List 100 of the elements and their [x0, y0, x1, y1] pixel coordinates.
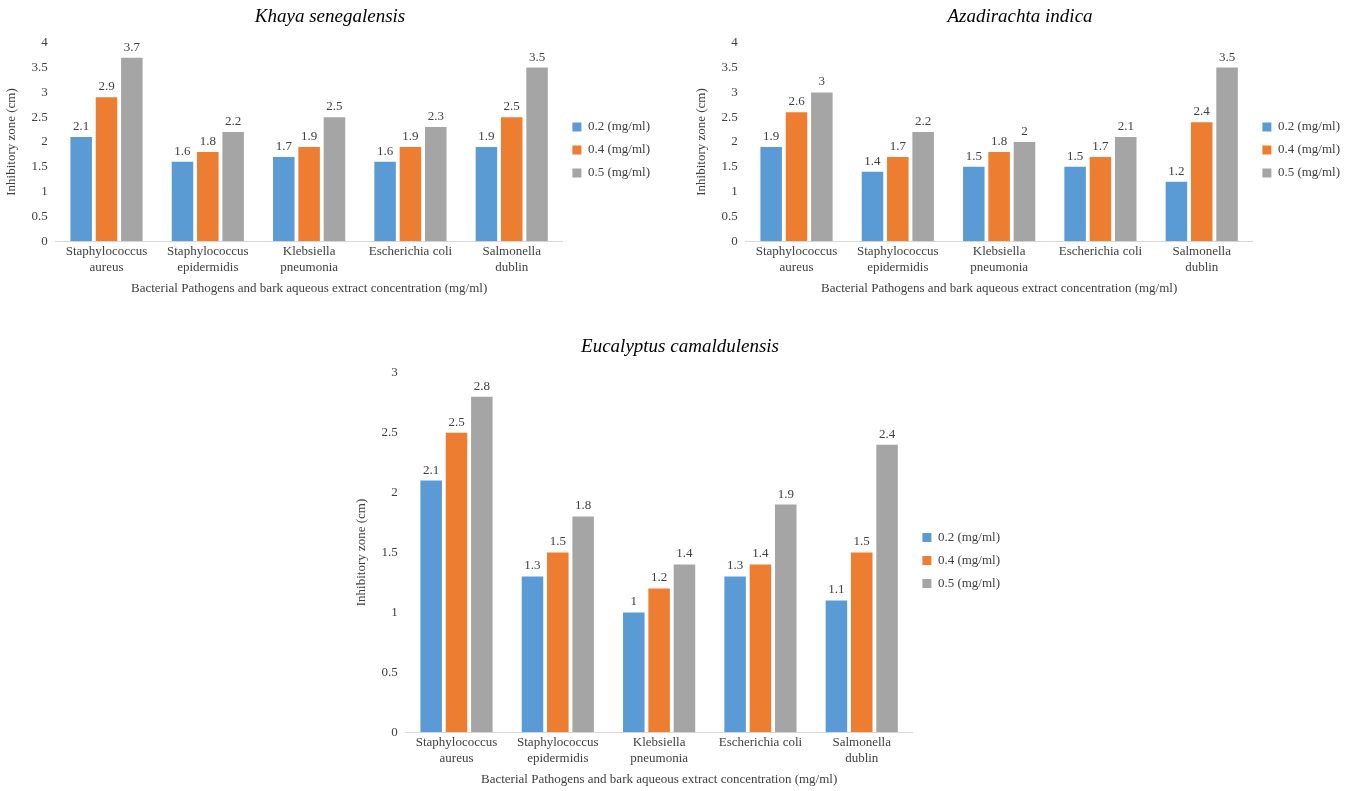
- y-tick-label: 0: [731, 232, 738, 248]
- legend-label: 0.2 (mg/ml): [937, 528, 1000, 544]
- x-tick-label: Escherichia coli: [368, 243, 453, 259]
- x-tick-label: Staphylococcus aureus: [65, 243, 148, 275]
- data-label: 1.7: [275, 137, 293, 153]
- data-label: 1.9: [478, 127, 495, 143]
- bar: [876, 444, 898, 733]
- x-tick-label: Salmonella dublin: [1172, 243, 1232, 275]
- x-tick-label: Klebsiella pneumonia: [280, 243, 339, 275]
- data-label: 1.7: [1092, 137, 1110, 153]
- bar: [521, 576, 544, 733]
- bar: [623, 612, 645, 733]
- y-tick-label: 3.5: [721, 59, 738, 75]
- data-label: 1.1: [828, 581, 845, 597]
- y-tick-label: 4: [731, 34, 739, 50]
- y-tick-label: 2.5: [31, 108, 48, 124]
- bar: [1064, 166, 1086, 242]
- data-label: 2.9: [98, 78, 115, 94]
- x-tick-label: Staphylococcus aureus: [415, 734, 498, 766]
- y-tick-label: 3.5: [31, 59, 48, 75]
- data-label: 1.6: [174, 142, 192, 158]
- data-label: 2.1: [73, 117, 90, 133]
- data-label: 1.5: [549, 533, 566, 549]
- bar: [420, 480, 442, 733]
- bar: [222, 132, 244, 242]
- bar: [1165, 181, 1188, 242]
- data-label: 2.4: [878, 425, 896, 441]
- data-label: 2.5: [326, 98, 343, 114]
- y-tick-label: 0.5: [381, 663, 398, 679]
- data-label: 1.9: [402, 127, 419, 143]
- data-label: 3: [818, 73, 826, 89]
- data-label: 1.4: [864, 152, 882, 168]
- data-label: 1.7: [889, 137, 907, 153]
- bar: [825, 600, 848, 733]
- x-axis-title: Bacterial Pathogens and bark aqueous extract concentration (mg/ml): [130, 279, 488, 295]
- bar: [724, 576, 746, 733]
- x-tick-label: Klebsiella pneumonia: [630, 734, 689, 766]
- data-label: 1.5: [853, 533, 870, 549]
- y-tick-label: 1: [391, 603, 398, 619]
- y-tick-label: 2: [731, 133, 738, 149]
- bar: [850, 552, 873, 733]
- data-label: 2.1: [423, 461, 440, 477]
- bar: [171, 161, 194, 242]
- bar: [1190, 122, 1213, 242]
- y-tick-label: 1.5: [721, 158, 738, 174]
- bar: [963, 166, 985, 242]
- legend-label: 0.4 (mg/ml): [1277, 141, 1340, 157]
- x-tick-label: Staphylococcus epidermidis: [517, 734, 599, 766]
- x-tick-label: Salmonella dublin: [832, 734, 892, 766]
- data-label: 1.2: [1168, 162, 1185, 178]
- bar: [323, 117, 346, 242]
- y-axis-title: Inhibitory zone (cm): [3, 88, 19, 196]
- x-tick-label: Staphylococcus epidermidis: [167, 243, 249, 275]
- legend-label: 0.2 (mg/ml): [587, 118, 650, 134]
- bar: [912, 132, 934, 242]
- bar: [572, 516, 594, 733]
- legend-label: 0.2 (mg/ml): [1277, 118, 1340, 134]
- bar: [273, 156, 295, 242]
- bar: [374, 161, 396, 242]
- legend-label: 0.4 (mg/ml): [587, 141, 650, 157]
- bar: [70, 137, 92, 242]
- bar: [785, 112, 808, 242]
- x-axis-title: Bacterial Pathogens and bark aqueous extract concentration (mg/ml): [480, 770, 838, 786]
- bar: [500, 117, 523, 242]
- y-tick-label: 4: [41, 34, 49, 50]
- data-label: 1: [630, 593, 638, 609]
- data-label: 1.5: [965, 147, 982, 163]
- data-label: 2.5: [448, 413, 465, 429]
- y-tick-label: 0: [391, 723, 398, 739]
- bar: [1013, 142, 1036, 242]
- data-label: 1.9: [777, 485, 794, 501]
- bar: [475, 146, 498, 242]
- y-tick-label: 3: [41, 83, 48, 99]
- data-label: 1.6: [376, 142, 394, 158]
- data-label: 1.3: [726, 557, 744, 573]
- bar: [774, 504, 797, 733]
- bar: [197, 151, 219, 242]
- y-tick-label: 1: [41, 183, 48, 199]
- data-label: 1.8: [199, 132, 216, 148]
- data-label: 2: [1021, 122, 1028, 138]
- data-label: 2.6: [788, 93, 806, 109]
- y-tick-label: 2: [41, 133, 48, 149]
- data-label: 1.2: [651, 569, 668, 585]
- bar: [121, 57, 143, 242]
- chart-title: Azadirachta indica: [945, 5, 1093, 27]
- data-label: 3.7: [123, 38, 141, 54]
- y-axis-title: Inhibitory zone (cm): [353, 498, 369, 607]
- data-label: 1.5: [1066, 147, 1084, 163]
- y-tick-label: 0: [41, 232, 48, 248]
- y-tick-label: 1: [731, 183, 738, 199]
- y-tick-label: 1.5: [31, 158, 48, 174]
- bar: [1114, 137, 1137, 242]
- y-tick-label: 3: [391, 364, 398, 380]
- data-label: 1.9: [763, 127, 780, 143]
- bar: [424, 127, 447, 242]
- chart-title: Khaya senegalensis: [253, 5, 406, 27]
- bar: [749, 564, 772, 733]
- bar: [887, 156, 909, 242]
- x-tick-label: Salmonella dublin: [482, 243, 542, 275]
- legend-label: 0.5 (mg/ml): [937, 574, 1000, 590]
